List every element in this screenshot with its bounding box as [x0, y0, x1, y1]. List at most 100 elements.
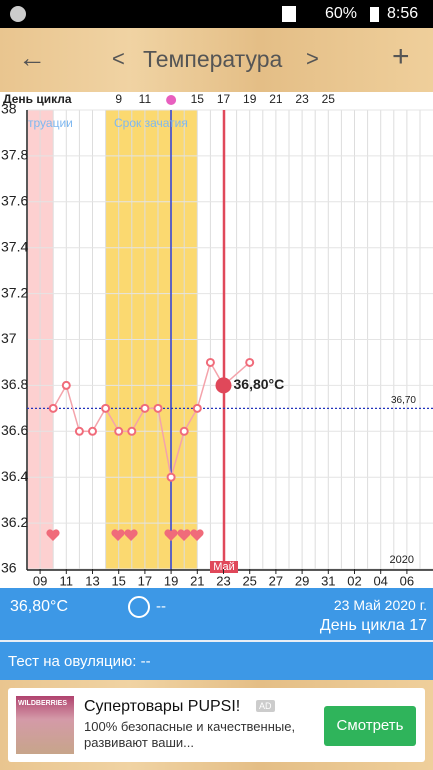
x-tick-label: 27 — [269, 573, 283, 588]
y-tick-label: 36.6 — [1, 422, 28, 438]
x-tick-label: 04 — [373, 573, 387, 588]
temperature-point — [48, 403, 58, 413]
cycle-day: 23 — [295, 92, 309, 106]
x-tick-label: 06 — [400, 573, 414, 588]
x-tick-label: 15 — [111, 573, 125, 588]
temperature-point — [153, 403, 163, 413]
heart — [111, 529, 125, 541]
temperature-point — [114, 426, 124, 436]
info-temperature: 36,80°C — [10, 598, 68, 615]
year-label: 2020 — [390, 554, 414, 566]
heart — [177, 529, 191, 541]
ad-brand: WILDBERRIES — [18, 700, 67, 707]
info-cycle-day: День цикла 17 — [319, 617, 427, 634]
cycle-day: 21 — [269, 92, 283, 106]
info-note: -- — [156, 598, 166, 615]
temperature-segment — [157, 408, 172, 478]
selected-label: 36,80°C — [234, 376, 285, 392]
title: Температура — [143, 46, 283, 72]
temperature-point — [101, 403, 111, 413]
selected-point — [215, 377, 232, 394]
info-bar: 36,80°C -- 23 Май 2020 г. День цикла 17 — [0, 588, 433, 640]
menstruation-label: труации — [28, 116, 73, 130]
temperature-point — [61, 380, 71, 390]
y-tick-label: 38 — [1, 101, 17, 117]
ad-text: 100% безопасные и качественные, развиваю… — [84, 719, 296, 750]
x-tick-label: 25 — [242, 573, 256, 588]
temperature-point — [88, 426, 97, 436]
chart: труации Срок зачатия День цикла Май 2020… — [1, 92, 433, 588]
cycle-day: 15 — [191, 92, 205, 106]
ovulation-test-bar[interactable]: Тест на овуляцию: -- — [0, 640, 433, 680]
y-tick-label: 36.8 — [1, 376, 28, 392]
next-button[interactable]: > — [306, 46, 319, 71]
temperature-point — [127, 426, 137, 436]
back-button[interactable]: ← — [18, 42, 46, 73]
temperature-point — [205, 357, 215, 367]
x-tick-label: 31 — [321, 573, 335, 588]
hearts — [46, 529, 204, 541]
cycle-day: 11 — [139, 92, 152, 106]
grid — [26, 109, 433, 570]
x-tick-label: 09 — [33, 573, 47, 588]
average-label: 36,70 — [391, 395, 416, 406]
y-tick-label: 37 — [1, 330, 17, 346]
app-icon — [10, 6, 26, 22]
temperature-point — [166, 472, 176, 482]
temperature-point — [74, 426, 84, 436]
heart — [124, 529, 138, 541]
temperature-segment — [170, 431, 185, 478]
temperature-point — [192, 403, 202, 413]
x-tick-label: 21 — [190, 573, 204, 588]
temperature-segment — [65, 385, 81, 432]
y-tick-label: 37.6 — [1, 193, 28, 209]
temperature-point — [140, 403, 150, 413]
x-tick-label: 02 — [347, 573, 361, 588]
toolbar: ← < Температура > + — [0, 28, 433, 92]
y-tick-label: 37.8 — [1, 147, 28, 163]
ovulation-test: Тест на овуляцию: -- — [8, 653, 151, 670]
ad-badge: AD — [256, 700, 275, 712]
x-tick-label: 17 — [138, 573, 152, 588]
heart — [190, 529, 204, 541]
y-tick-label: 37.2 — [1, 284, 28, 300]
x-tick-label: 13 — [85, 573, 99, 588]
time: 8:56 — [387, 5, 419, 22]
cycle-day: 19 — [243, 92, 257, 106]
month-badge — [210, 561, 238, 573]
prev-button[interactable]: < — [112, 46, 125, 71]
cycle-day: 9 — [115, 92, 122, 106]
cycle-day: 25 — [322, 92, 336, 106]
heart-button[interactable] — [128, 596, 150, 618]
y-tick-label: 36.2 — [1, 514, 28, 530]
y-tick-label: 36 — [1, 560, 17, 576]
x-tick-label: 23 — [216, 573, 230, 588]
ad-button[interactable]: Смотреть — [324, 706, 416, 746]
temperature-point — [245, 357, 255, 367]
x-tick-label: 11 — [60, 573, 74, 588]
y-tick-label: 37.4 — [1, 238, 28, 254]
ad-area: WILDBERRIES Супертовары PUPSI! AD 100% б… — [0, 680, 433, 770]
add-button[interactable]: + — [392, 40, 410, 73]
ad-card[interactable]: WILDBERRIES Супертовары PUPSI! AD 100% б… — [8, 688, 425, 762]
temperature-point — [179, 426, 189, 436]
ad-image: WILDBERRIES — [16, 696, 74, 754]
fertile-label: Срок зачатия — [114, 116, 188, 130]
cycle-day: 17 — [217, 92, 231, 106]
status-bar: 60% 8:56 — [0, 0, 433, 28]
ovulation-dot — [166, 95, 177, 105]
battery: 60% — [325, 5, 358, 22]
heart — [46, 529, 60, 541]
heart — [164, 529, 178, 541]
cycle-day-label: День цикла — [3, 92, 72, 106]
y-tick-label: 36.4 — [1, 468, 28, 484]
temperature-segment — [196, 362, 212, 409]
ad-title: Супертовары PUPSI! — [84, 698, 241, 715]
x-tick-label: 19 — [164, 573, 178, 588]
month-label: Май — [213, 561, 235, 573]
battery-icon — [370, 7, 379, 22]
sim-icon — [282, 6, 296, 22]
info-date: 23 Май 2020 г. — [333, 597, 427, 613]
x-tick-label: 29 — [295, 573, 309, 588]
